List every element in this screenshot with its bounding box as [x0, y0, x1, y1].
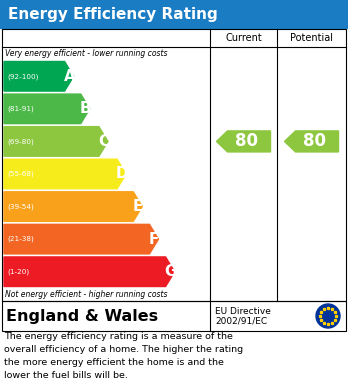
Bar: [2, 301, 346, 331]
Text: 80: 80: [235, 133, 258, 151]
Text: Very energy efficient - lower running costs: Very energy efficient - lower running co…: [5, 49, 167, 58]
Text: 80: 80: [303, 133, 326, 151]
Polygon shape: [4, 192, 142, 221]
Text: (1-20): (1-20): [7, 269, 29, 275]
Bar: [2, 29, 346, 301]
Text: Energy Efficiency Rating: Energy Efficiency Rating: [8, 7, 218, 22]
Text: Potential: Potential: [290, 33, 333, 43]
Text: (21-38): (21-38): [7, 236, 34, 242]
Polygon shape: [216, 131, 270, 152]
Text: C: C: [98, 134, 109, 149]
Text: 2002/91/EC: 2002/91/EC: [215, 316, 267, 325]
Text: E: E: [132, 199, 143, 214]
Polygon shape: [4, 224, 158, 254]
Text: Current: Current: [225, 33, 262, 43]
Text: (69-80): (69-80): [7, 138, 34, 145]
Text: F: F: [149, 231, 159, 247]
Circle shape: [316, 304, 340, 328]
Text: (81-91): (81-91): [7, 106, 34, 112]
Polygon shape: [4, 257, 175, 287]
Bar: [0, 0, 348, 28]
Text: The energy efficiency rating is a measure of the
overall efficiency of a home. T: The energy efficiency rating is a measur…: [4, 332, 243, 380]
Text: D: D: [116, 167, 129, 181]
Polygon shape: [4, 94, 90, 124]
Text: G: G: [165, 264, 177, 279]
Polygon shape: [4, 127, 108, 156]
Polygon shape: [4, 61, 73, 91]
Text: EU Directive: EU Directive: [215, 307, 271, 316]
Polygon shape: [4, 159, 126, 189]
Text: England & Wales: England & Wales: [6, 308, 158, 323]
Text: (92-100): (92-100): [7, 73, 38, 79]
Text: Not energy efficient - higher running costs: Not energy efficient - higher running co…: [5, 290, 167, 299]
Polygon shape: [285, 131, 339, 152]
Text: A: A: [64, 69, 76, 84]
Text: (39-54): (39-54): [7, 203, 34, 210]
Text: (55-68): (55-68): [7, 171, 34, 177]
Text: B: B: [80, 101, 92, 117]
